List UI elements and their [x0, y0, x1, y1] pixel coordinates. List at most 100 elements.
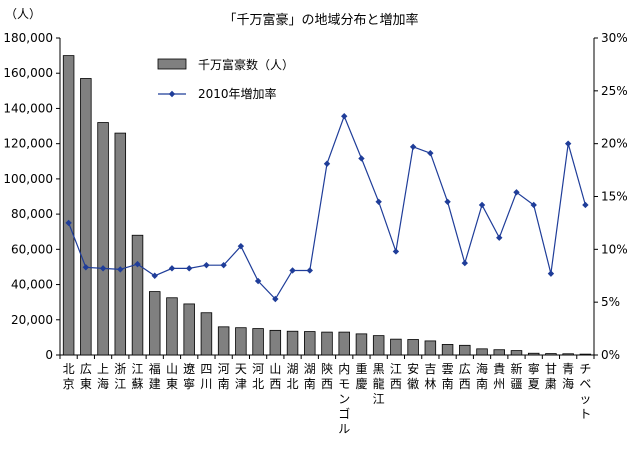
category-label: 新疆 — [510, 361, 522, 391]
left-tick-label: 40,000 — [11, 278, 53, 292]
growth-rate-point — [203, 261, 210, 269]
growth-rate-point — [409, 143, 417, 151]
category-label: 江西 — [390, 362, 402, 391]
bar — [545, 353, 557, 356]
growth-rate-point — [478, 201, 486, 209]
category-label: 北京 — [63, 362, 75, 391]
bar — [527, 352, 540, 356]
category-label: 山西 — [269, 362, 281, 391]
bar — [131, 234, 144, 356]
growth-rate-point — [375, 198, 382, 205]
left-tick-label: 120,000 — [3, 137, 53, 151]
growth-rate-point — [117, 266, 124, 273]
right-tick-label: 15% — [601, 190, 628, 204]
category-label: 安徽 — [407, 361, 419, 391]
category-label: 天津 — [235, 362, 247, 391]
bar — [200, 312, 213, 356]
bar — [235, 327, 247, 356]
growth-rate-point — [341, 112, 348, 120]
growth-rate-line — [68, 114, 586, 300]
bar — [321, 331, 333, 356]
bar — [114, 132, 127, 356]
left-tick-label: 180,000 — [3, 31, 53, 45]
bar — [62, 55, 75, 356]
category-label: 雲南 — [442, 362, 454, 391]
right-tick-label: 20% — [601, 137, 628, 151]
category-label: 山東 — [166, 362, 178, 391]
growth-rate-point — [65, 219, 72, 227]
left-tick-label: 100,000 — [3, 172, 53, 186]
growth-rate-point — [427, 149, 434, 157]
bar — [338, 331, 350, 356]
right-tick-label: 30% — [601, 31, 628, 45]
bar — [80, 78, 92, 356]
growth-rate-point — [547, 270, 555, 277]
growth-rate-point — [82, 264, 90, 271]
left-tick-label: 60,000 — [11, 242, 53, 256]
left-tick-label: 160,000 — [3, 66, 53, 80]
category-label: 浙江 — [114, 362, 126, 391]
growth-rate-point — [185, 265, 193, 272]
legend-line-label: 2010年増加率 — [198, 86, 277, 101]
category-label: 黒龍江 — [373, 362, 385, 406]
growth-rate-point — [254, 277, 262, 285]
category-label: 河南 — [218, 362, 230, 391]
bar — [424, 340, 437, 356]
bar — [476, 348, 488, 356]
right-tick-label: 10% — [601, 242, 628, 256]
left-tick-label: 80,000 — [11, 207, 53, 221]
category-label: 内モンゴル — [338, 362, 350, 436]
category-label: チベット — [579, 362, 591, 421]
bar — [269, 329, 282, 356]
growth-rate-point — [220, 261, 227, 269]
growth-rate-point — [237, 242, 245, 250]
category-label: 上海 — [97, 362, 109, 391]
category-label: 重慶 — [355, 362, 367, 391]
right-tick-label: 0% — [601, 348, 620, 362]
bar — [390, 338, 402, 356]
bar — [149, 291, 161, 356]
growth-rate-point — [564, 140, 572, 147]
growth-rate-point — [134, 260, 141, 268]
category-label: 遼寧 — [183, 362, 195, 391]
category-label: 陝西 — [321, 361, 333, 391]
left-axis-unit-label: （人） — [5, 7, 41, 21]
growth-rate-point — [272, 295, 279, 303]
growth-rate-point — [358, 155, 365, 162]
chart-title: 「千万富豪」の地域分布と増加率 — [223, 12, 418, 28]
bar — [286, 330, 299, 356]
bar — [355, 333, 368, 356]
left-tick-label: 0 — [45, 348, 53, 362]
category-label: 福建 — [149, 361, 161, 391]
growth-rate-point — [99, 265, 107, 272]
category-label: 甘粛 — [545, 362, 557, 391]
right-tick-label: 5% — [601, 295, 620, 309]
category-label: 寧夏 — [528, 361, 540, 391]
category-label: 吉林 — [424, 362, 436, 391]
bar — [441, 344, 454, 356]
bar — [372, 335, 385, 356]
category-label: 青海 — [562, 362, 574, 391]
growth-rate-point — [392, 248, 400, 255]
right-tick-label: 25% — [601, 84, 628, 98]
bar — [459, 344, 471, 356]
left-tick-label: 20,000 — [11, 313, 53, 327]
category-label: 海南 — [476, 361, 488, 391]
category-label: 河北 — [252, 362, 264, 391]
legend-bar-label: 千万富豪数（人） — [198, 57, 294, 72]
growth-rate-point — [151, 272, 158, 279]
bar — [166, 297, 178, 356]
growth-rate-point — [323, 160, 331, 167]
growth-rate-point — [444, 198, 451, 205]
legend-line-marker — [168, 90, 176, 98]
growth-rate-point — [496, 234, 503, 241]
category-label: 広東 — [80, 362, 92, 391]
growth-rate-point — [530, 201, 537, 209]
bar — [304, 331, 316, 356]
category-label: 広西 — [459, 362, 471, 391]
category-label: 湖南 — [304, 361, 316, 391]
bar — [510, 350, 523, 356]
category-label: 貴州 — [493, 362, 505, 391]
